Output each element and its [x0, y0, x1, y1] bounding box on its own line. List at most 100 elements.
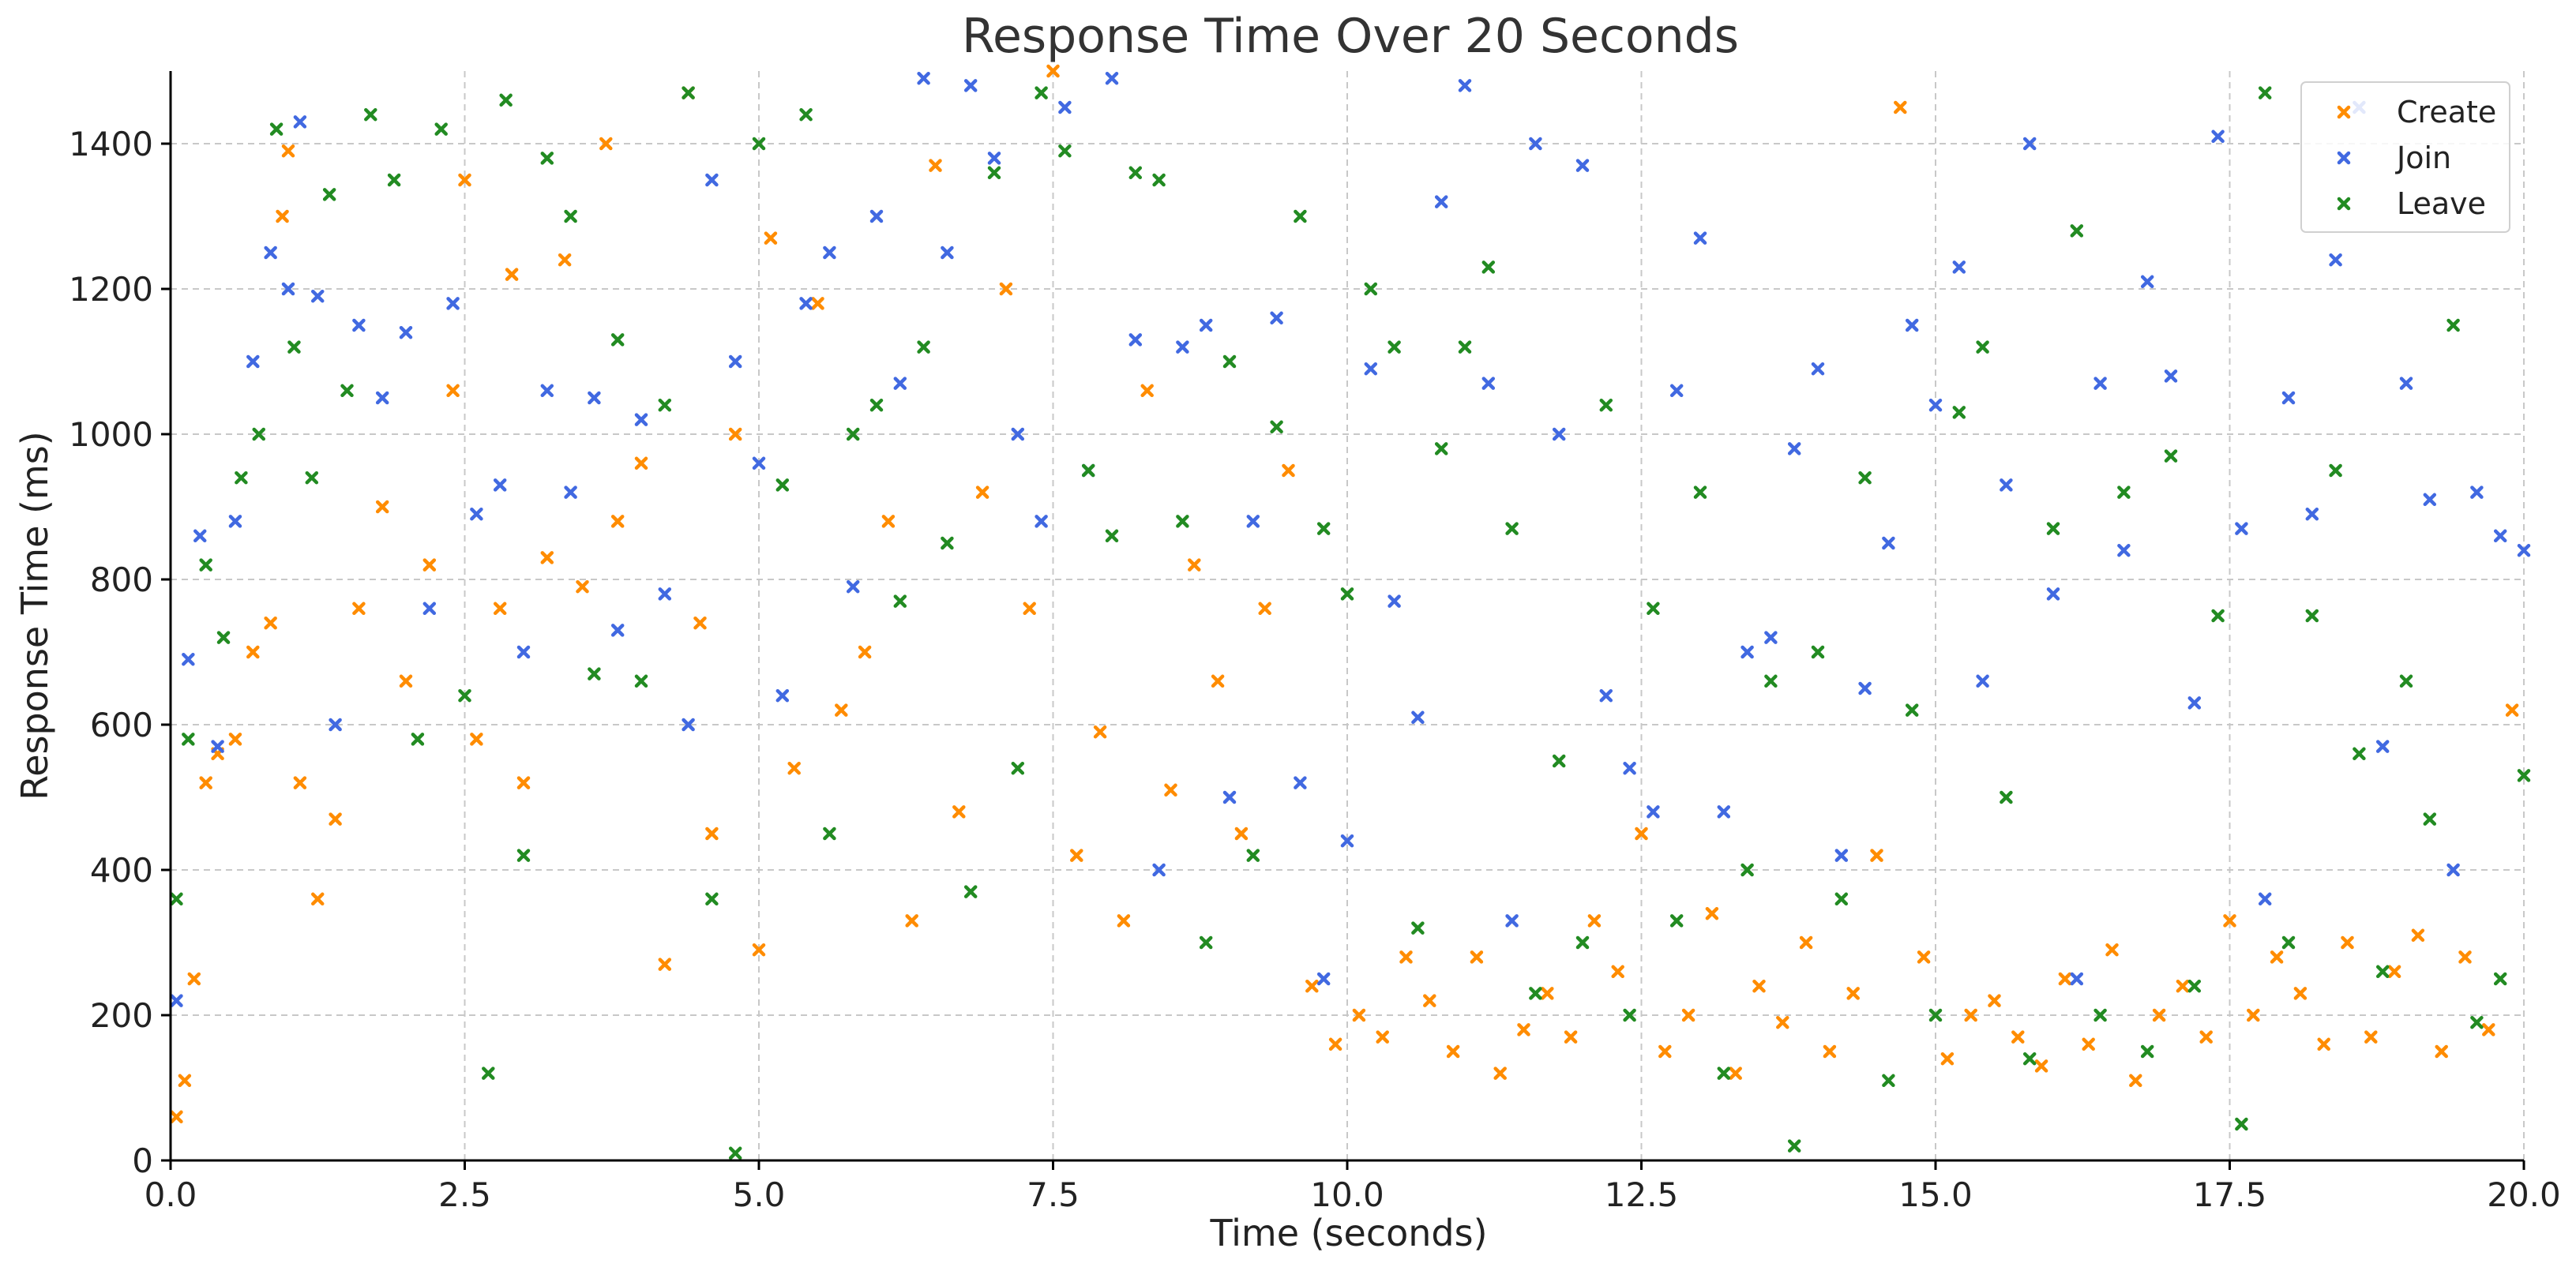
data-point	[246, 645, 260, 659]
data-point	[2493, 972, 2507, 986]
data-point	[182, 733, 195, 746]
data-point	[293, 115, 307, 129]
y-tick-label: 800	[90, 560, 153, 599]
y-tick-label: 600	[90, 706, 153, 744]
data-point	[799, 107, 813, 122]
data-point	[516, 776, 531, 789]
data-point	[1282, 463, 1295, 478]
data-point	[2258, 892, 2272, 906]
data-point	[482, 1066, 495, 1080]
data-point	[2505, 703, 2519, 717]
data-point	[1587, 914, 1602, 928]
data-point	[1740, 863, 1754, 877]
data-point	[446, 384, 460, 398]
data-point	[2187, 696, 2202, 710]
data-point	[975, 485, 989, 499]
data-point	[322, 188, 336, 201]
legend-marker	[2337, 151, 2351, 165]
x-tick-label: 0.0	[145, 1175, 197, 1214]
data-point	[1658, 1044, 1672, 1059]
data-point	[1246, 515, 1260, 528]
data-point	[1681, 1008, 1695, 1022]
x-tick-label: 7.5	[1027, 1175, 1080, 1214]
data-point	[1411, 921, 1425, 935]
data-point	[658, 398, 672, 412]
data-point	[2281, 391, 2296, 405]
data-point	[705, 892, 719, 906]
data-point	[2281, 935, 2296, 950]
data-point	[228, 515, 242, 528]
data-point	[811, 297, 824, 310]
data-point	[1705, 906, 1719, 920]
legend-label: Create	[2397, 95, 2496, 129]
data-point	[564, 485, 577, 499]
data-point	[2329, 253, 2342, 267]
data-point	[1693, 231, 1707, 245]
data-point	[2164, 369, 2178, 383]
data-point	[2517, 543, 2531, 557]
data-point	[2176, 979, 2190, 993]
data-point	[1740, 645, 1754, 659]
data-point	[2375, 965, 2390, 979]
data-point	[1176, 515, 1189, 528]
data-point	[2235, 1117, 2248, 1131]
data-point	[1928, 1008, 1943, 1022]
data-point	[2000, 790, 2013, 804]
data-point	[493, 602, 507, 616]
data-point	[705, 173, 719, 187]
data-point	[1928, 398, 1943, 412]
data-point	[610, 333, 625, 347]
data-point	[1128, 333, 1143, 347]
data-point	[610, 624, 625, 637]
data-point	[252, 427, 265, 441]
data-point	[2305, 507, 2319, 521]
data-point	[2247, 1008, 2260, 1022]
data-point	[2235, 522, 2248, 535]
data-point	[658, 958, 672, 971]
data-point	[329, 718, 342, 732]
data-point	[2129, 1074, 2142, 1088]
data-point	[505, 268, 519, 281]
legend-box	[2300, 81, 2510, 233]
y-axis-label: Response Time (ms)	[13, 431, 56, 800]
data-point	[305, 470, 319, 485]
data-point	[1729, 1066, 1742, 1080]
data-point	[1035, 515, 1048, 528]
data-point	[1834, 892, 1849, 906]
data-point	[1481, 377, 1496, 390]
data-point	[905, 914, 918, 928]
data-point	[287, 340, 301, 354]
data-point	[2211, 129, 2225, 144]
data-point	[941, 246, 954, 260]
data-point	[2105, 943, 2119, 957]
data-point	[1434, 442, 1448, 455]
data-point	[1917, 950, 1931, 964]
data-point	[999, 282, 1013, 296]
data-point	[493, 478, 507, 492]
data-point	[1046, 64, 1060, 78]
data-point	[1458, 340, 1472, 354]
data-point	[2070, 224, 2084, 238]
data-point	[1575, 159, 1590, 172]
data-point	[1717, 805, 1731, 819]
data-point	[1882, 536, 1895, 550]
data-point	[858, 645, 872, 659]
data-point	[2140, 275, 2154, 289]
data-point	[2364, 1030, 2378, 1044]
legend-label: Leave	[2397, 186, 2486, 221]
data-point	[1976, 674, 1989, 688]
data-point	[193, 529, 207, 543]
data-point	[199, 776, 212, 789]
data-point	[2046, 587, 2060, 601]
data-point	[340, 384, 354, 398]
data-point	[2058, 972, 2072, 986]
data-point	[246, 354, 260, 369]
data-point	[2387, 965, 2401, 979]
data-point	[1423, 994, 1436, 1007]
data-point	[787, 761, 801, 775]
legend-item-create: Create	[2337, 95, 2496, 129]
data-point	[1340, 834, 1354, 848]
data-point	[540, 152, 554, 165]
y-tick-label: 200	[90, 996, 153, 1035]
